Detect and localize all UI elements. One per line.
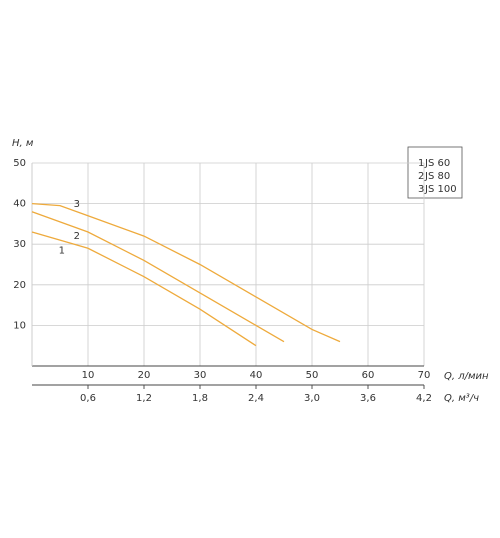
x-tick-label: 30 bbox=[194, 370, 207, 381]
x2-tick-label: 2,4 bbox=[248, 393, 264, 404]
curve-label: 3 bbox=[74, 199, 80, 210]
curve bbox=[31, 202, 341, 343]
x-tick-label: 40 bbox=[250, 370, 263, 381]
legend-number: 2 bbox=[418, 171, 424, 182]
y-tick-label: 20 bbox=[13, 280, 26, 291]
curve bbox=[31, 211, 285, 343]
y-tick-label: 40 bbox=[13, 199, 26, 210]
x-tick-label: 50 bbox=[306, 370, 319, 381]
x2-tick-label: 3,6 bbox=[360, 393, 376, 404]
x2-axis-title: Q, м³/ч bbox=[444, 393, 479, 404]
legend-box bbox=[407, 146, 463, 199]
curve-label: 2 bbox=[74, 231, 80, 242]
x-tick-label: 70 bbox=[418, 370, 431, 381]
legend-label: JS 80 bbox=[424, 171, 450, 182]
x-tick-label: 20 bbox=[138, 370, 151, 381]
x2-tick-label: 0,6 bbox=[80, 393, 96, 404]
legend-number: 1 bbox=[418, 158, 424, 169]
y-tick-label: 30 bbox=[13, 239, 26, 250]
legend-label: JS 100 bbox=[424, 184, 457, 195]
y-axis-title: H, м bbox=[12, 138, 34, 149]
x2-tick-label: 1,8 bbox=[192, 393, 208, 404]
x2-tick-label: 4,2 bbox=[416, 393, 432, 404]
x-axis-title: Q, л/мин bbox=[444, 371, 489, 382]
curve bbox=[31, 231, 257, 347]
y-tick-label: 10 bbox=[13, 320, 26, 331]
x-tick-label: 10 bbox=[82, 370, 95, 381]
curve-label: 1 bbox=[59, 245, 65, 256]
y-tick-label: 50 bbox=[13, 158, 26, 169]
x2-tick-label: 3,0 bbox=[304, 393, 320, 404]
x-tick-label: 60 bbox=[362, 370, 375, 381]
legend-number: 3 bbox=[418, 184, 424, 195]
legend-label: JS 60 bbox=[424, 158, 450, 169]
x2-tick-label: 1,2 bbox=[136, 393, 152, 404]
